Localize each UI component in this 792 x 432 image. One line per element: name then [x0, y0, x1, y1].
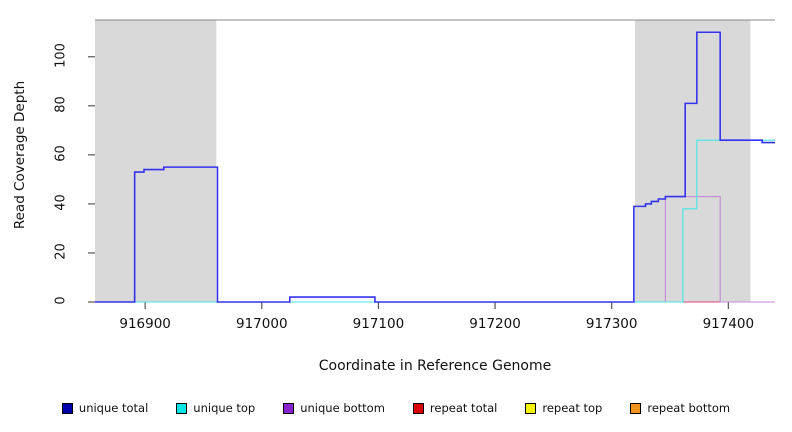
legend-item-label: unique bottom: [300, 401, 385, 415]
chart-legend: unique total unique top unique bottom repea…: [0, 396, 792, 420]
legend-swatch-icon: [630, 402, 642, 414]
legend-item-repeat-bottom[interactable]: repeat bottom: [630, 401, 730, 415]
x-tick-label-916900: 916900: [119, 316, 171, 332]
y-axis-title: Read Coverage Depth: [6, 0, 34, 310]
series-line-unique-total: [95, 31, 775, 303]
legend-swatch-icon: [176, 402, 188, 414]
y-axis-title-text: Read Coverage Depth: [12, 80, 28, 230]
legend-swatch-icon: [525, 402, 537, 414]
legend-item-unique-total[interactable]: unique total: [61, 401, 149, 415]
y-tick-label-text: 20: [53, 243, 69, 260]
y-tick-label-20: 20: [40, 243, 82, 260]
legend-item-unique-bottom[interactable]: unique bottom: [283, 401, 385, 415]
legend-item-repeat-top[interactable]: repeat top: [525, 401, 602, 415]
legend-swatch-icon: [61, 402, 73, 414]
y-tick-label-100: 100: [40, 43, 82, 68]
legend-item-label: unique top: [193, 401, 256, 415]
legend-swatch-icon: [412, 402, 424, 414]
y-tick-label-text: 100: [53, 42, 69, 68]
x-tick-label-917100: 917100: [352, 316, 405, 332]
legend-item-label: unique total: [78, 401, 149, 415]
shaded-region-0: [95, 20, 217, 302]
y-tick-label-0: 0: [40, 293, 82, 308]
x-tick-label-917400: 917400: [702, 316, 755, 332]
x-tick-label-917300: 917300: [585, 316, 638, 332]
y-tick-label-80: 80: [40, 96, 82, 113]
y-tick-label-text: 60: [53, 145, 69, 162]
x-axis-title: Coordinate in Reference Genome: [318, 358, 552, 374]
y-tick-label-text: 80: [53, 96, 69, 113]
legend-swatch-icon: [283, 402, 295, 414]
y-tick-label-text: 40: [53, 194, 69, 211]
x-tick-label-917200: 917200: [469, 316, 521, 332]
y-tick-label-text: 0: [53, 296, 69, 305]
legend-item-label: repeat bottom: [647, 401, 731, 415]
x-tick-label-917000: 917000: [236, 316, 288, 332]
legend-item-unique-top[interactable]: unique top: [176, 401, 255, 415]
shaded-region-1: [635, 20, 751, 302]
legend-item-label: repeat total: [429, 401, 498, 415]
y-tick-label-60: 60: [40, 145, 82, 162]
legend-item-repeat-total[interactable]: repeat total: [412, 401, 498, 415]
legend-item-label: repeat top: [542, 401, 603, 415]
y-tick-label-40: 40: [40, 194, 82, 211]
series-line-unique-top: [95, 139, 775, 303]
